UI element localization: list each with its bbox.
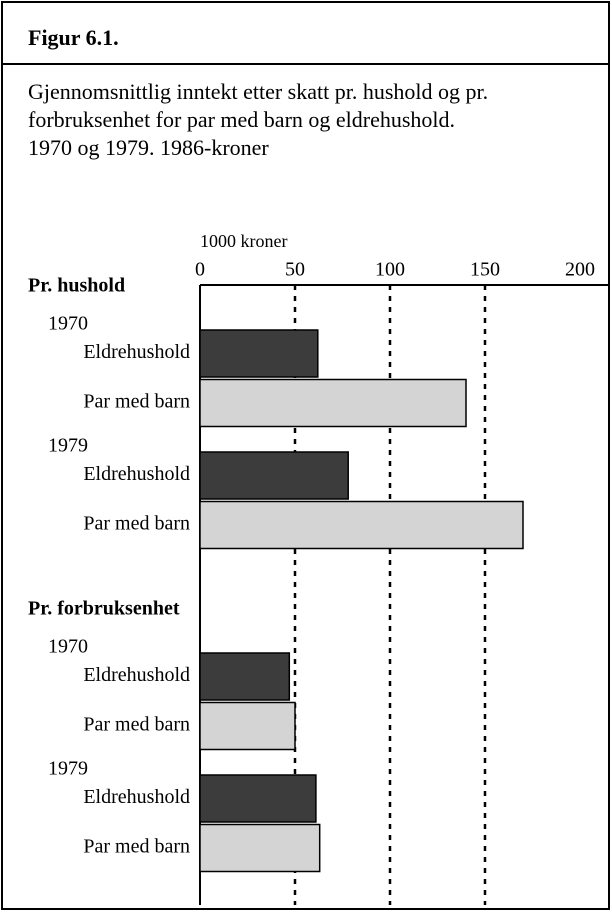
group-label: Pr. forbruksenhet [28, 598, 180, 620]
category-label: Par med barn [83, 391, 190, 413]
group-label: Pr. hushold [28, 275, 125, 297]
category-label: Par med barn [83, 714, 190, 736]
x-tick-label: 50 [285, 259, 305, 281]
bar [199, 823, 321, 873]
subtitle: forbruksenhet for par med barn og eldreh… [28, 107, 455, 132]
x-tick-label: 200 [565, 259, 595, 281]
subtitle: Gjennomsnittlig inntekt etter skatt pr. … [28, 79, 488, 104]
year-label: 1970 [48, 636, 88, 658]
bar [199, 329, 319, 378]
category-label: Eldrehushold [83, 664, 190, 686]
axis-label: 1000 kroner [200, 231, 287, 251]
bar [199, 451, 349, 500]
category-label: Eldrehushold [83, 463, 190, 485]
chart-title: Figur 6.1. [28, 25, 119, 50]
year-label: 1979 [48, 758, 88, 780]
category-label: Par med barn [83, 513, 190, 535]
year-label: 1970 [48, 313, 88, 335]
bar [199, 652, 291, 701]
bar [199, 378, 467, 428]
year-label: 1979 [48, 435, 88, 457]
category-label: Eldrehushold [83, 786, 190, 808]
x-tick-label: 150 [470, 259, 500, 281]
x-tick-label: 0 [195, 259, 205, 281]
bar [199, 500, 524, 550]
category-label: Eldrehushold [83, 341, 190, 363]
subtitle: 1970 og 1979. 1986-kroner [28, 135, 269, 160]
x-tick-label: 100 [375, 259, 405, 281]
bar [199, 701, 296, 751]
category-label: Par med barn [83, 836, 190, 858]
bar [199, 774, 317, 823]
